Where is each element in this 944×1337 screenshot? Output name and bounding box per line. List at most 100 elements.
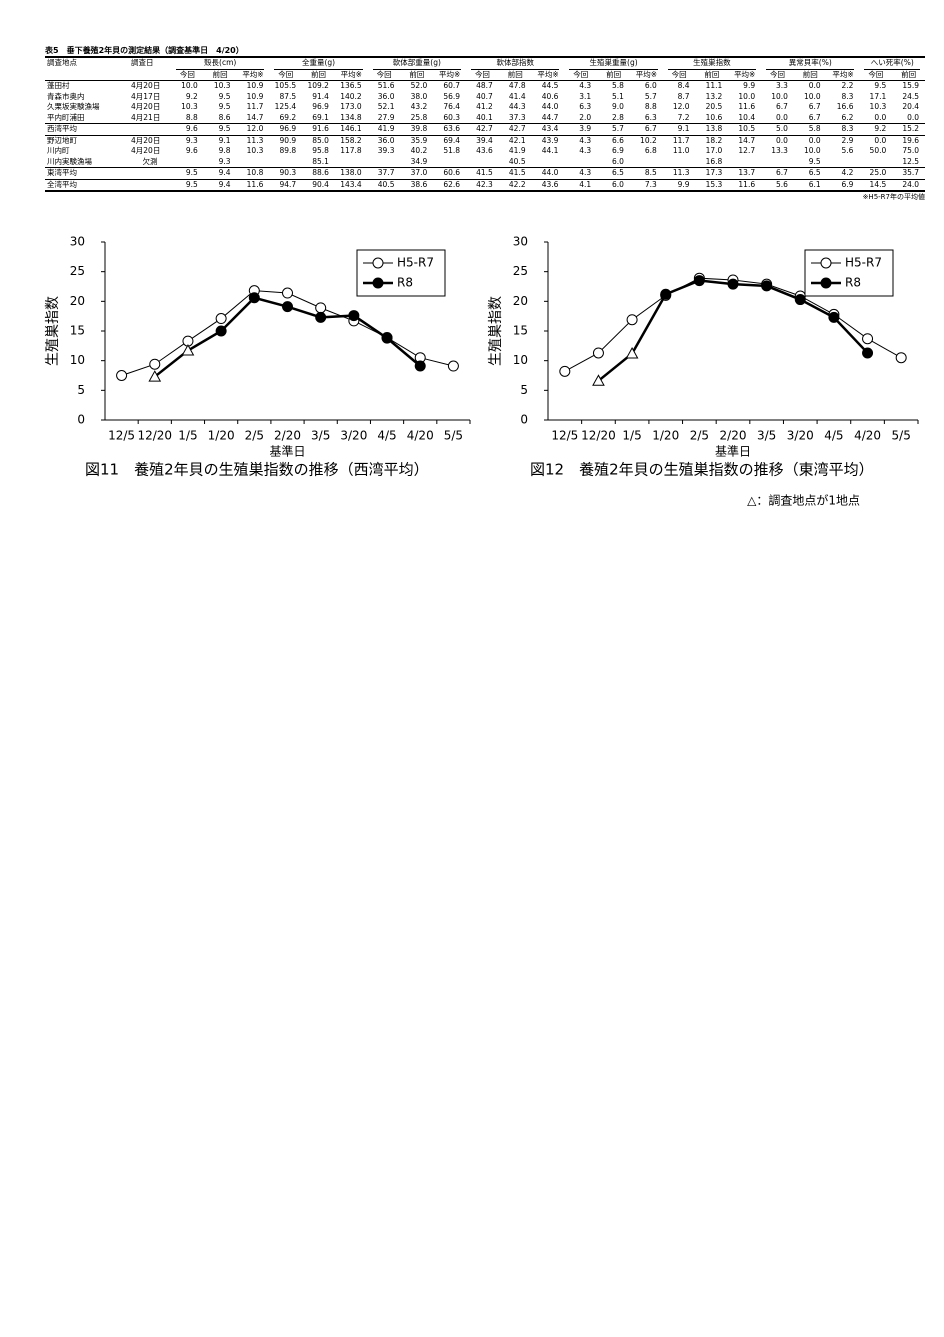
date-cell: 欠測 xyxy=(129,156,171,168)
date-cell xyxy=(129,179,171,192)
value-cell: 6.2 xyxy=(826,112,860,124)
value-cell: 5.0 xyxy=(761,123,794,136)
value-cell: 8.7 xyxy=(677,91,690,101)
subheader: 平均※ xyxy=(629,69,663,81)
subheader: 今回 xyxy=(466,69,499,81)
value-cell: 4.3 xyxy=(564,167,598,180)
table-row: 青森市奥内 4月17日 9.2 9.5 10.9 87.5 91.4 140.2 36.0 38.… xyxy=(45,92,925,103)
subheader: 平均※ xyxy=(826,69,860,81)
data-point xyxy=(148,370,162,382)
value-cell: 6.7 xyxy=(761,167,794,180)
value-cell: 4.3 xyxy=(579,146,592,155)
value-cell: 95.8 xyxy=(312,146,329,155)
data-point xyxy=(282,301,293,313)
value-cell: 9.3 xyxy=(203,156,237,168)
subheader: 前回 xyxy=(597,69,630,81)
value-cell: 5.8 xyxy=(793,123,827,136)
value-cell: 17.0 xyxy=(705,146,723,155)
value-cell: 9.5 xyxy=(218,91,231,101)
value-cell: 6.3 xyxy=(629,112,663,124)
value-cell: 11.3 xyxy=(246,135,264,145)
value-cell: 13.3 xyxy=(771,146,788,155)
legend-label: H5-R7 xyxy=(397,256,434,270)
value-cell: 44.0 xyxy=(531,167,565,180)
value-cell: 9.4 xyxy=(203,167,237,180)
value-cell: 15.3 xyxy=(695,179,729,192)
value-cell: 12.0 xyxy=(672,102,690,111)
site-cell: 西湾平均 xyxy=(45,123,129,136)
value-cell: 5.7 xyxy=(597,123,630,136)
subheader: 今回 xyxy=(859,69,893,81)
x-tick-label: 12/5 xyxy=(108,429,135,443)
value-cell: 11.7 xyxy=(672,135,690,145)
value-cell: 38.0 xyxy=(410,91,428,101)
x-tick-label: 3/5 xyxy=(311,429,330,443)
value-cell: 50.0 xyxy=(869,146,887,155)
value-cell xyxy=(171,156,204,168)
value-cell: 2.9 xyxy=(841,135,854,145)
group-header-cell: 生殖巣重量(g) xyxy=(564,56,663,70)
subheader: 前回 xyxy=(793,69,827,81)
value-cell: 41.4 xyxy=(508,91,526,101)
value-cell: 20.5 xyxy=(705,102,723,111)
date-cell: 4月20日 xyxy=(131,146,161,155)
value-cell xyxy=(629,156,663,168)
table: 調査地点 調査日 殻長(cm) 全重量(g) 軟体部重量(g) 軟体部指数 生殖巣重量(g)… xyxy=(45,56,926,192)
value-cell: 40.5 xyxy=(367,179,401,192)
value-cell: 41.5 xyxy=(498,167,532,180)
data-point xyxy=(248,292,260,304)
value-cell: 13.7 xyxy=(728,167,762,180)
value-cell: 44.0 xyxy=(541,102,559,111)
x-tick-label: 1/5 xyxy=(178,429,197,443)
data-point xyxy=(559,365,571,377)
value-cell: 9.5 xyxy=(171,167,204,180)
subheader: 前回 xyxy=(302,69,335,81)
table-row: 蓬田村 4月20日 10.0 10.3 10.9 105.5 109.2 136.5 51.6 5… xyxy=(45,81,925,92)
date-cell: 4月20日 xyxy=(131,81,161,90)
subheader: 前回 xyxy=(695,69,729,81)
value-cell: 9.5 xyxy=(203,123,237,136)
y-tick-label: 25 xyxy=(70,264,85,278)
value-cell: 6.9 xyxy=(612,146,624,155)
value-cell: 37.3 xyxy=(498,112,532,124)
column-header: 調査地点 xyxy=(45,56,129,81)
data-point xyxy=(414,360,426,372)
data-point xyxy=(895,352,907,364)
value-cell: 69.2 xyxy=(269,112,303,124)
y-axis-title: 生殖巣指数 xyxy=(44,296,61,366)
y-tick-label: 30 xyxy=(513,235,528,249)
value-cell: 10.2 xyxy=(640,135,657,145)
value-cell: 9.5 xyxy=(874,81,887,90)
value-cell: 5.1 xyxy=(612,91,624,101)
y-axis-title: 生殖巣指数 xyxy=(487,296,504,366)
table-row: 久栗坂実験漁場 4月20日 10.3 9.5 11.7 125.4 96.9 173.0 52.… xyxy=(45,102,925,113)
value-cell: 62.6 xyxy=(433,179,467,192)
value-cell: 52.0 xyxy=(410,81,428,90)
value-cell: 9.3 xyxy=(185,135,198,145)
value-cell: 42.7 xyxy=(466,123,499,136)
value-cell: 134.8 xyxy=(334,112,368,124)
value-cell: 6.1 xyxy=(793,179,827,192)
table-title: 表5 垂下養殖2年貝の測定結果（調査基準日 4/20） xyxy=(45,46,244,55)
value-cell: 51.8 xyxy=(443,146,461,155)
legend-marker xyxy=(820,277,832,289)
group-header: 軟体部指数 xyxy=(471,59,560,70)
value-cell xyxy=(269,156,303,168)
value-cell: 10.8 xyxy=(236,167,270,180)
value-cell: 146.1 xyxy=(334,123,368,136)
subheader: 今回 xyxy=(269,69,303,81)
x-tick-label: 12/20 xyxy=(581,429,616,443)
value-cell: 158.2 xyxy=(340,135,362,145)
data-point xyxy=(592,374,605,386)
value-cell: 39.3 xyxy=(377,146,395,155)
value-cell: 17.3 xyxy=(695,167,729,180)
y-tick-label: 5 xyxy=(77,383,85,397)
value-cell: 6.3 xyxy=(579,102,592,111)
value-cell: 6.7 xyxy=(793,112,827,124)
value-cell: 10.9 xyxy=(246,91,264,101)
y-tick-label: 10 xyxy=(70,353,85,367)
data-point xyxy=(215,313,227,325)
value-cell: 40.2 xyxy=(410,146,428,155)
value-cell: 52.1 xyxy=(377,102,395,111)
